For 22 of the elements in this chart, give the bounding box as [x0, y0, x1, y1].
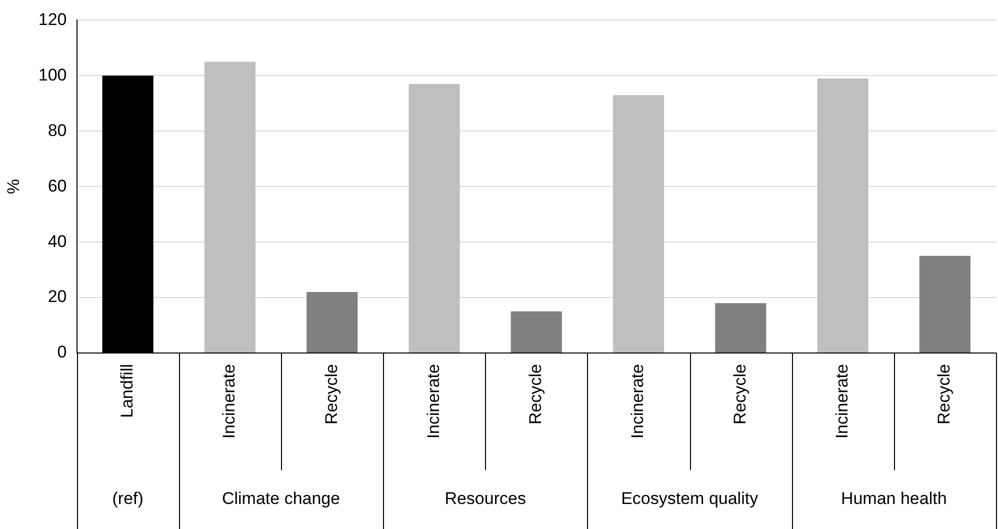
- x-tick-label: Recycle: [934, 364, 954, 424]
- y-tick-label: 0: [57, 342, 67, 362]
- x-tick-label: Incinerate: [832, 364, 852, 439]
- y-tick-label: 100: [38, 65, 67, 84]
- text: Climate change: [222, 489, 340, 508]
- y-tick-label: 120: [38, 10, 67, 29]
- text: Resources: [444, 489, 526, 508]
- text: (ref): [112, 489, 144, 508]
- y-tick-label: 20: [48, 287, 67, 306]
- x-tick-label: Incinerate: [628, 364, 648, 439]
- x-tick-label: Incinerate: [220, 364, 239, 439]
- x-tick-label: Recycle: [322, 364, 341, 424]
- y-axis-title: %: [4, 179, 23, 194]
- text: Ecosystem quality: [621, 489, 759, 508]
- text: Human health: [840, 489, 947, 508]
- x-tick-label: Recycle: [730, 364, 750, 424]
- y-tick-label: 80: [48, 120, 67, 140]
- y-tick-label: 40: [48, 232, 67, 251]
- x-tick-label: Recycle: [526, 364, 546, 424]
- x-tick-label: Landfill: [118, 364, 137, 418]
- x-tick-label: Incinerate: [424, 364, 443, 439]
- y-tick-label: 60: [48, 176, 67, 196]
